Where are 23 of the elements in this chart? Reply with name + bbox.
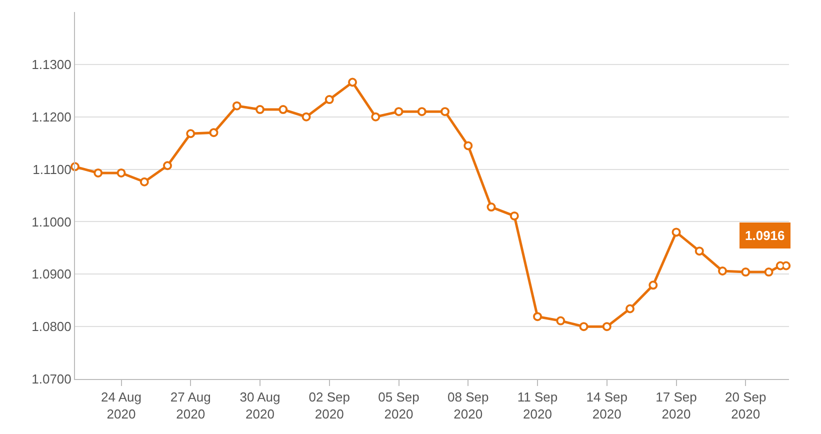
point [626,304,635,314]
point [348,78,358,87]
point [718,266,728,276]
x-tick-label: 11 Sep 2020 [517,390,558,422]
x-tick-label: 08 Sep 2020 [448,390,489,422]
y-tick-label: 1.1000 [32,214,72,230]
y-tick-label: 1.1100 [32,162,72,177]
y-tick-label: 1.0800 [32,319,72,334]
y-tick-label: 1.0900 [32,266,72,282]
x-tick-label: 30 Aug 2020 [240,390,280,422]
x-tick-label: 02 Sep 2020 [308,390,350,422]
y-tick-label: 1.1200 [32,109,72,124]
point [440,107,450,116]
x-tick-label: 24 Aug 2020 [101,390,142,422]
y-tick-label: 1.1300 [32,56,72,72]
x-tick-label: 20 Sep 2020 [725,390,766,422]
x-tick-label: 14 Sep 2020 [586,390,628,422]
x-tick-label: 05 Sep 2020 [378,390,420,422]
y-tick-label: 1.0700 [32,372,72,387]
data-label: 1.0916 [745,228,785,243]
x-tick-label: 27 Aug 2020 [170,390,211,422]
point [533,312,542,322]
x-tick-label: 17 Sep 2020 [656,390,697,422]
